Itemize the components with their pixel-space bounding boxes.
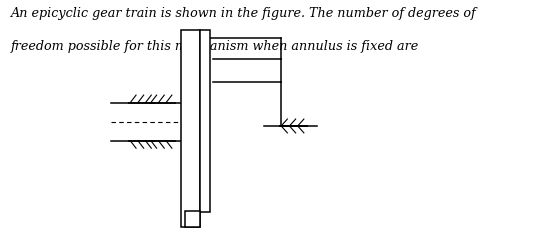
- Text: An epicyclic gear train is shown in the figure. The number of degrees of: An epicyclic gear train is shown in the …: [11, 7, 477, 21]
- Bar: [181, 30, 200, 227]
- Bar: [200, 30, 210, 212]
- Bar: [185, 211, 200, 227]
- Text: freedom possible for this mechanism when annulus is fixed are: freedom possible for this mechanism when…: [11, 40, 419, 53]
